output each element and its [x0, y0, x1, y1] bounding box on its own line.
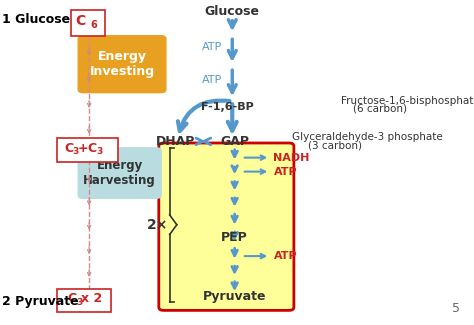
- Text: PEP: PEP: [221, 231, 248, 244]
- Text: 6: 6: [91, 20, 97, 30]
- Text: (6 carbon): (6 carbon): [353, 104, 407, 114]
- Text: +: +: [78, 142, 89, 155]
- Text: C: C: [87, 142, 97, 155]
- Text: 3: 3: [76, 298, 82, 307]
- Text: 2×: 2×: [147, 218, 169, 232]
- FancyBboxPatch shape: [159, 143, 294, 310]
- FancyBboxPatch shape: [71, 10, 105, 36]
- Text: 3: 3: [96, 147, 103, 156]
- Text: 1 Glucose: 1 Glucose: [2, 13, 71, 26]
- Text: C: C: [75, 14, 86, 29]
- Text: Energy
Investing: Energy Investing: [90, 50, 155, 78]
- Text: DHAP: DHAP: [155, 135, 195, 148]
- Text: 3: 3: [73, 147, 79, 156]
- FancyBboxPatch shape: [78, 148, 161, 198]
- Text: C: C: [68, 292, 77, 306]
- Text: GAP: GAP: [220, 135, 249, 148]
- Text: Fructose-1,6-bisphosphate: Fructose-1,6-bisphosphate: [341, 96, 474, 106]
- Text: NADH: NADH: [273, 153, 310, 162]
- Text: F-1,6-BP: F-1,6-BP: [201, 102, 254, 111]
- Text: Glucose: Glucose: [205, 5, 260, 18]
- Text: ATP: ATP: [273, 167, 297, 176]
- Text: Energy
Harvesting: Energy Harvesting: [83, 159, 156, 187]
- Text: ATP: ATP: [202, 42, 222, 52]
- Text: ATP: ATP: [273, 251, 297, 261]
- Text: 5: 5: [452, 302, 460, 315]
- Text: x 2: x 2: [81, 292, 102, 306]
- Text: ATP: ATP: [202, 75, 222, 84]
- Text: 2 Pyruvate: 2 Pyruvate: [2, 295, 79, 308]
- FancyBboxPatch shape: [57, 138, 118, 162]
- FancyBboxPatch shape: [78, 36, 166, 93]
- Text: Glyceraldehyde-3 phosphate: Glyceraldehyde-3 phosphate: [292, 132, 442, 141]
- Text: Pyruvate: Pyruvate: [203, 290, 266, 303]
- FancyBboxPatch shape: [57, 289, 111, 312]
- Text: C: C: [64, 142, 74, 155]
- Text: (3 carbon): (3 carbon): [308, 140, 362, 150]
